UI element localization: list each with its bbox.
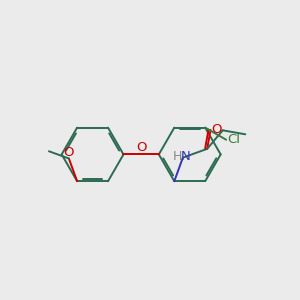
Text: O: O bbox=[211, 124, 222, 136]
Text: Cl: Cl bbox=[227, 133, 240, 146]
Text: H: H bbox=[173, 150, 182, 163]
Text: O: O bbox=[64, 146, 74, 158]
Text: N: N bbox=[180, 150, 190, 163]
Text: O: O bbox=[136, 141, 146, 154]
